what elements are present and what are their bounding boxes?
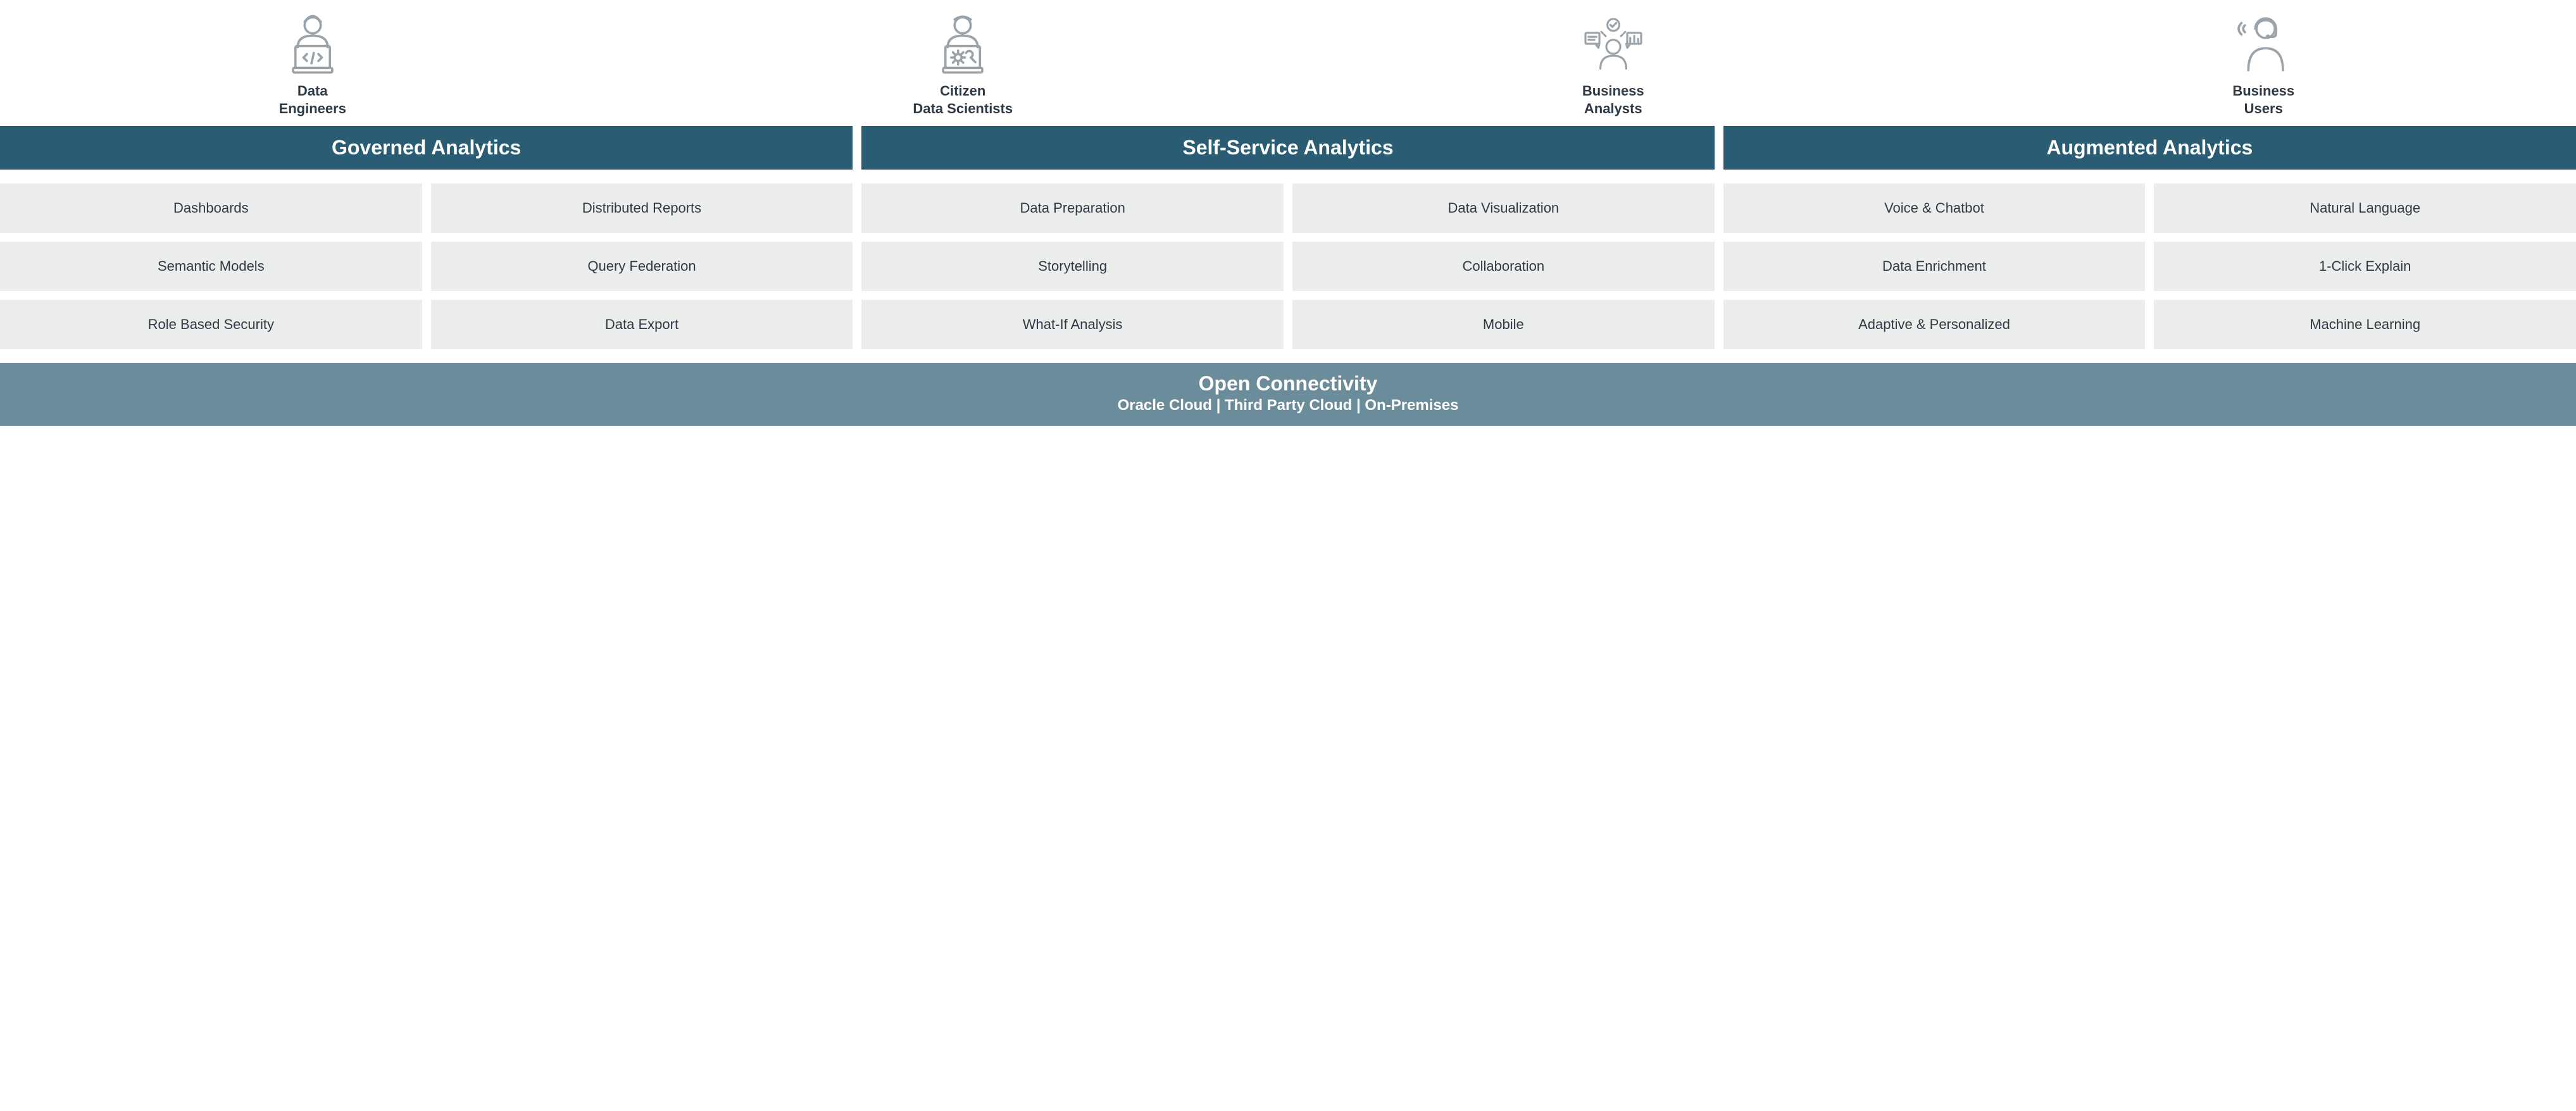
cap-cell: Role Based Security [0, 300, 422, 349]
cap-cell: Adaptive & Personalized [1723, 300, 2146, 349]
business-user-icon [2229, 13, 2298, 76]
cap-cell: Data Preparation [861, 183, 1284, 233]
category-header-selfservice: Self-Service Analytics [861, 126, 1714, 170]
category-headers-row: Governed Analytics Self-Service Analytic… [0, 126, 2576, 170]
cap-cell: Voice & Chatbot [1723, 183, 2146, 233]
citizen-data-scientist-icon [928, 13, 997, 76]
persona-label: Data Engineers [279, 82, 346, 117]
cap-cell: Machine Learning [2154, 300, 2576, 349]
cap-cell: 1-Click Explain [2154, 242, 2576, 291]
infographic-container: Data Engineers Citizen Data Scientists [0, 0, 2576, 426]
business-analyst-icon [1579, 13, 1648, 76]
cap-cell: Data Visualization [1292, 183, 1715, 233]
persona-data-engineers: Data Engineers [0, 13, 625, 117]
persona-label: Business Users [2232, 82, 2294, 117]
footer-title: Open Connectivity [0, 372, 2576, 395]
cap-cell: Storytelling [861, 242, 1284, 291]
cap-cell: Data Export [431, 300, 853, 349]
cap-cell: What-If Analysis [861, 300, 1284, 349]
cap-column-governed: Dashboards Distributed Reports Semantic … [0, 183, 853, 349]
cap-cell: Natural Language [2154, 183, 2576, 233]
persona-business-users: Business Users [1951, 13, 2576, 117]
persona-business-analysts: Business Analysts [1301, 13, 1926, 117]
personas-row: Data Engineers Citizen Data Scientists [0, 0, 2576, 126]
cap-column-augmented: Voice & Chatbot Natural Language Data En… [1723, 183, 2576, 349]
cap-column-selfservice: Data Preparation Data Visualization Stor… [861, 183, 1714, 349]
cap-cell: Query Federation [431, 242, 853, 291]
footer-band: Open Connectivity Oracle Cloud | Third P… [0, 363, 2576, 426]
persona-label: Citizen Data Scientists [913, 82, 1013, 117]
category-header-augmented: Augmented Analytics [1723, 126, 2576, 170]
capabilities-grid: Dashboards Distributed Reports Semantic … [0, 183, 2576, 349]
persona-label: Business Analysts [1582, 82, 1644, 117]
footer-subtitle: Oracle Cloud | Third Party Cloud | On-Pr… [0, 397, 2576, 414]
cap-cell: Mobile [1292, 300, 1715, 349]
cap-cell: Semantic Models [0, 242, 422, 291]
cap-cell: Collaboration [1292, 242, 1715, 291]
data-engineer-icon [278, 13, 347, 76]
cap-cell: Dashboards [0, 183, 422, 233]
cap-cell: Data Enrichment [1723, 242, 2146, 291]
category-header-governed: Governed Analytics [0, 126, 853, 170]
persona-citizen-data-scientists: Citizen Data Scientists [651, 13, 1276, 117]
cap-cell: Distributed Reports [431, 183, 853, 233]
